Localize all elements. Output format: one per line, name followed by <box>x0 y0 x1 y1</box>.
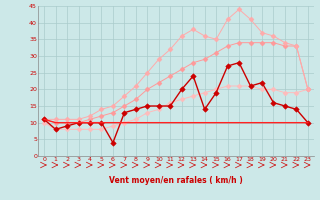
X-axis label: Vent moyen/en rafales ( km/h ): Vent moyen/en rafales ( km/h ) <box>109 176 243 185</box>
